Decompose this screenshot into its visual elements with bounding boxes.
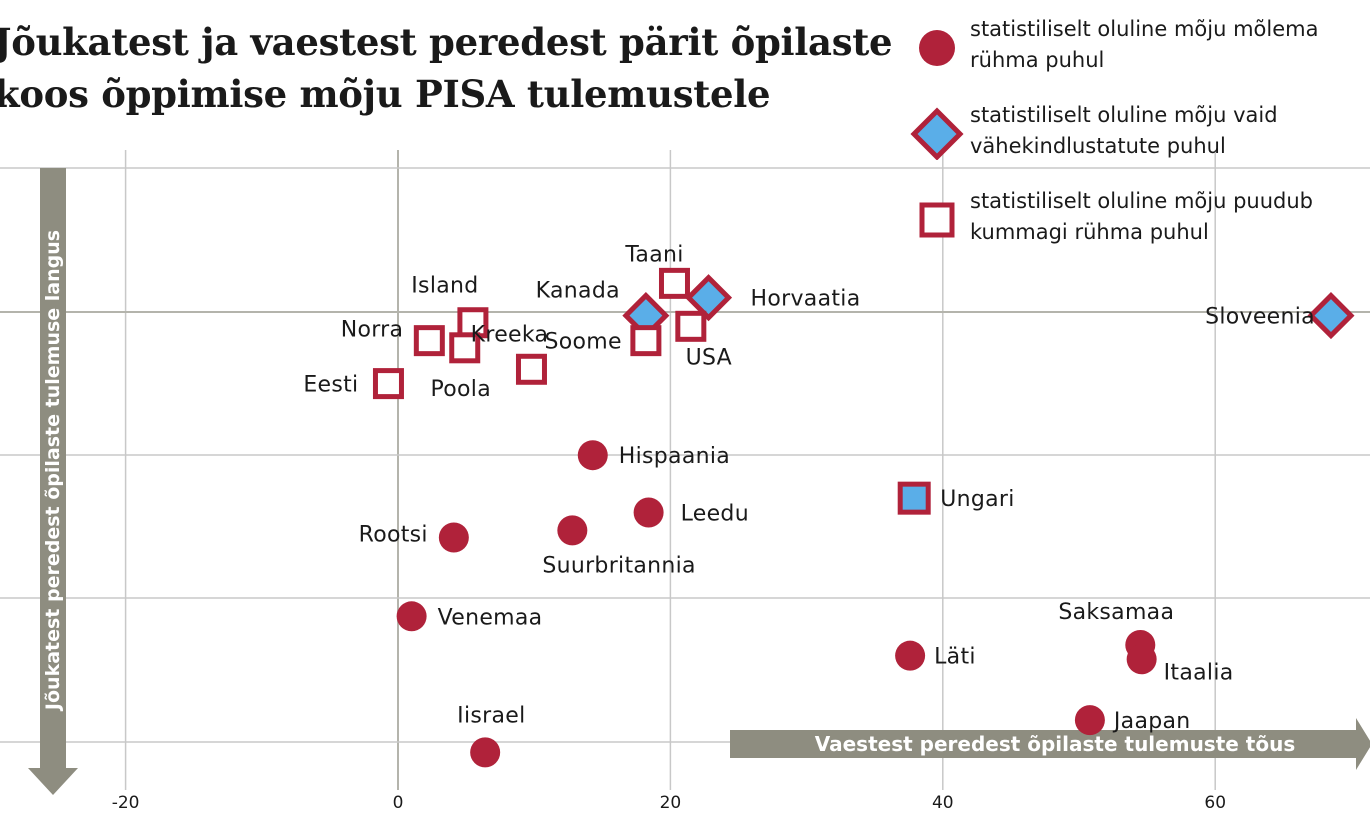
point-jaapan xyxy=(1074,705,1105,736)
y-axis-arrow xyxy=(28,168,78,795)
legend: statistiliselt oluline mõju mõlema rühma… xyxy=(910,14,1370,272)
square-marker-icon xyxy=(919,202,955,238)
label-usa: USA xyxy=(686,345,732,370)
diamond-marker-icon xyxy=(910,107,964,160)
label-eesti: Eesti xyxy=(303,373,358,398)
x-tick-label: 0 xyxy=(393,793,404,813)
label-horvaatia: Horvaatia xyxy=(751,287,861,312)
label-sloveenia: Sloveenia xyxy=(1205,305,1315,330)
legend-item-diamond: statistiliselt oluline mõju vaid vähekin… xyxy=(910,100,1370,186)
label-soome: Soome xyxy=(545,330,622,355)
point-norra xyxy=(413,325,445,357)
point-sloveenia xyxy=(1307,292,1355,340)
label-rootsi: Rootsi xyxy=(359,523,428,548)
legend-label: statistiliselt oluline mõju puudub kumma… xyxy=(970,189,1314,244)
y-axis-label: Jõukatest peredest õpilaste tulemuse lan… xyxy=(42,230,64,712)
label-venemaa: Venemaa xyxy=(438,605,543,630)
label-poola: Poola xyxy=(430,377,491,402)
label-iisrael: Iisrael xyxy=(457,703,525,728)
label-norra: Norra xyxy=(341,318,404,343)
point-eesti xyxy=(372,368,404,400)
x-tick-label: 40 xyxy=(932,793,954,813)
point-soome xyxy=(630,325,662,357)
chart-title: Jõukatest ja vaestest peredest pärit õpi… xyxy=(0,20,893,116)
point-horvaatia xyxy=(685,274,733,322)
point-leedu xyxy=(633,497,664,528)
label-ungari: Ungari xyxy=(940,487,1014,512)
point-labels: Kreeka Taani Island Kanada Horvaatia Sloveeni… xyxy=(303,242,1315,734)
point-taani xyxy=(658,267,690,299)
point-poola xyxy=(449,332,481,364)
label-kreeka: Kreeka xyxy=(471,322,549,347)
axis-arrows: Jõukatest peredest õpilaste tulemuse lan… xyxy=(28,168,1370,795)
label-hispaania: Hispaania xyxy=(619,444,730,469)
legend-item-square: statistiliselt oluline mõju puudub kumma… xyxy=(910,186,1370,272)
point-venemaa xyxy=(396,601,427,632)
label-jaapan: Jaapan xyxy=(1112,709,1191,734)
x-axis-arrow xyxy=(730,718,1370,770)
label-itaalia: Itaalia xyxy=(1164,660,1234,685)
label-l-ti: Läti xyxy=(934,645,976,670)
point-ungari xyxy=(897,481,931,515)
legend-label: statistiliselt oluline mõju vaid vähekin… xyxy=(970,103,1278,158)
point-iisrael xyxy=(470,737,501,768)
legend-label: statistiliselt oluline mõju mõlema rühma… xyxy=(970,17,1319,72)
point-suurbritannia xyxy=(557,515,588,546)
label-leedu: Leedu xyxy=(681,501,749,526)
data-points xyxy=(372,267,1355,768)
x-tick-label: 20 xyxy=(660,793,682,813)
label-taani: Taani xyxy=(624,242,683,267)
point-rootsi xyxy=(438,522,469,553)
label-kanada: Kanada xyxy=(536,279,620,304)
label-saksamaa: Saksamaa xyxy=(1058,600,1174,625)
point-l-ti xyxy=(895,640,926,671)
point-usa xyxy=(675,310,707,342)
x-tick-labels: -20 0 20 40 60 xyxy=(112,793,1226,813)
point-itaalia xyxy=(1126,644,1157,675)
x-tick-label: 60 xyxy=(1204,793,1226,813)
label-suurbritannia: Suurbritannia xyxy=(542,553,696,578)
circle-marker-icon xyxy=(919,30,955,66)
label-island: Island xyxy=(411,274,478,299)
x-tick-label: -20 xyxy=(112,793,140,813)
x-axis-label: Vaestest peredest õpilaste tulemuste tõu… xyxy=(815,732,1296,756)
point-hispaania xyxy=(577,440,608,471)
legend-item-circle: statistiliselt oluline mõju mõlema rühma… xyxy=(910,14,1370,100)
point-kreeka xyxy=(515,353,547,385)
